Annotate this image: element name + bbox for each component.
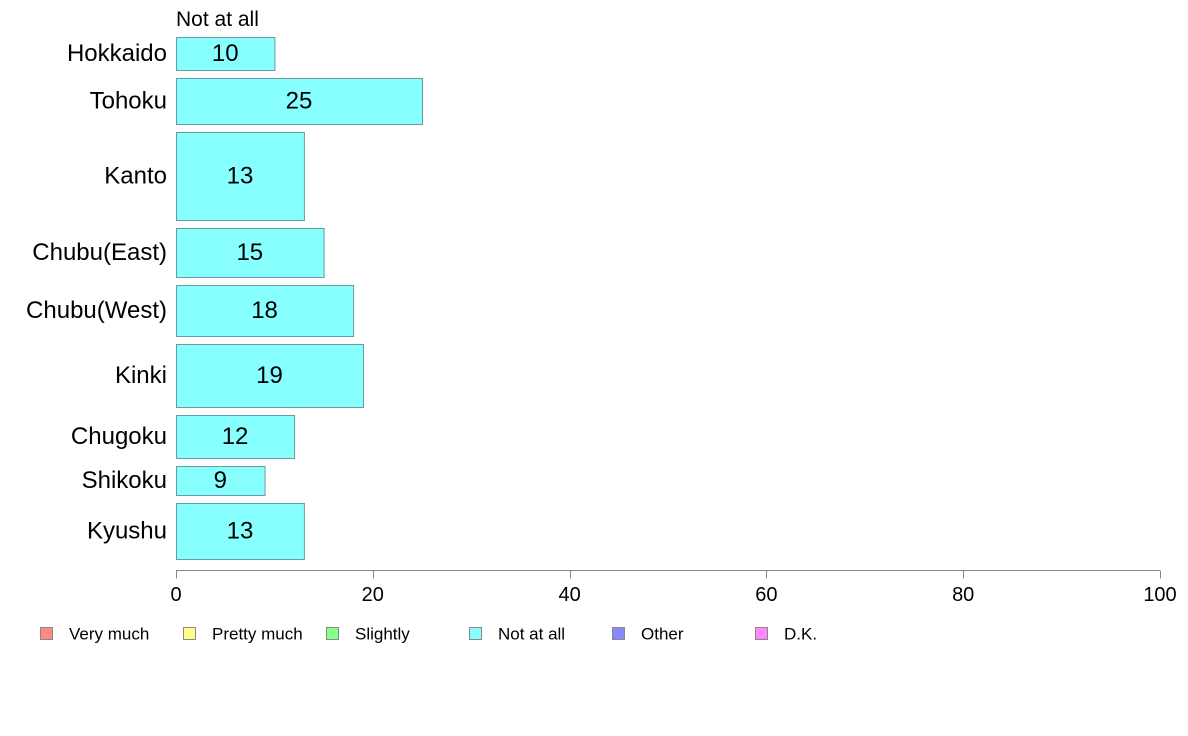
bar-kyushu: [176, 503, 305, 560]
bars-group: Hokkaido 10 Tohoku 25 Kanto 13 Chubu(East) 15 Ch…: [26, 37, 423, 560]
bar-value-label: 19: [256, 362, 283, 389]
x-tick-label: 0: [170, 584, 181, 606]
category-label: Hokkaido: [67, 40, 167, 67]
x-tick-label: 20: [362, 584, 384, 606]
bar-value-label: 10: [212, 40, 239, 67]
legend-label: Not at all: [498, 625, 565, 644]
bar-kanto: [176, 132, 305, 221]
legend-swatch: [40, 627, 53, 640]
bar-value-label: 15: [236, 239, 263, 266]
bar-chugoku: [176, 415, 296, 459]
x-tick-label: 60: [755, 584, 777, 606]
category-label: Chubu(West): [26, 297, 167, 324]
bar-value-label: 18: [251, 297, 278, 324]
x-tick-label: 40: [558, 584, 580, 606]
series-header-label: Not at all: [176, 8, 259, 31]
bar-kinki: [176, 344, 364, 408]
category-label: Chugoku: [71, 423, 167, 450]
legend-swatch: [183, 627, 196, 640]
bar-shikoku: [176, 466, 266, 496]
category-label: Tohoku: [90, 88, 167, 115]
legend-swatch: [469, 627, 482, 640]
category-label: Shikoku: [82, 467, 167, 494]
category-label: Chubu(East): [32, 239, 167, 266]
legend-label: Other: [641, 625, 684, 644]
category-label: Kyushu: [87, 518, 167, 545]
bar-value-label: 25: [286, 88, 313, 115]
bar-tohoku: [176, 78, 423, 125]
bar-value-label: 13: [227, 518, 254, 545]
x-tick-label: 80: [952, 584, 974, 606]
bar-value-label: 13: [227, 163, 254, 190]
category-label: Kinki: [115, 362, 167, 389]
bar-chubu-west: [176, 285, 355, 337]
bar-chubu-east: [176, 228, 325, 278]
legend-label: Slightly: [355, 625, 410, 644]
x-axis: 0 20 40 60 80 100: [170, 570, 1177, 606]
category-label: Kanto: [104, 163, 167, 190]
legend-swatch: [612, 627, 625, 640]
legend-label: Pretty much: [212, 625, 303, 644]
bar-hokkaido: [176, 37, 276, 71]
legend-label: D.K.: [784, 625, 817, 644]
legend: Very much Pretty much Slightly Not at all Ot…: [40, 625, 817, 644]
bar-value-label: 12: [222, 423, 249, 450]
legend-swatch: [326, 627, 339, 640]
legend-swatch: [755, 627, 768, 640]
legend-label: Very much: [69, 625, 149, 644]
x-tick-label: 100: [1143, 584, 1176, 606]
bar-value-label: 9: [214, 467, 227, 494]
